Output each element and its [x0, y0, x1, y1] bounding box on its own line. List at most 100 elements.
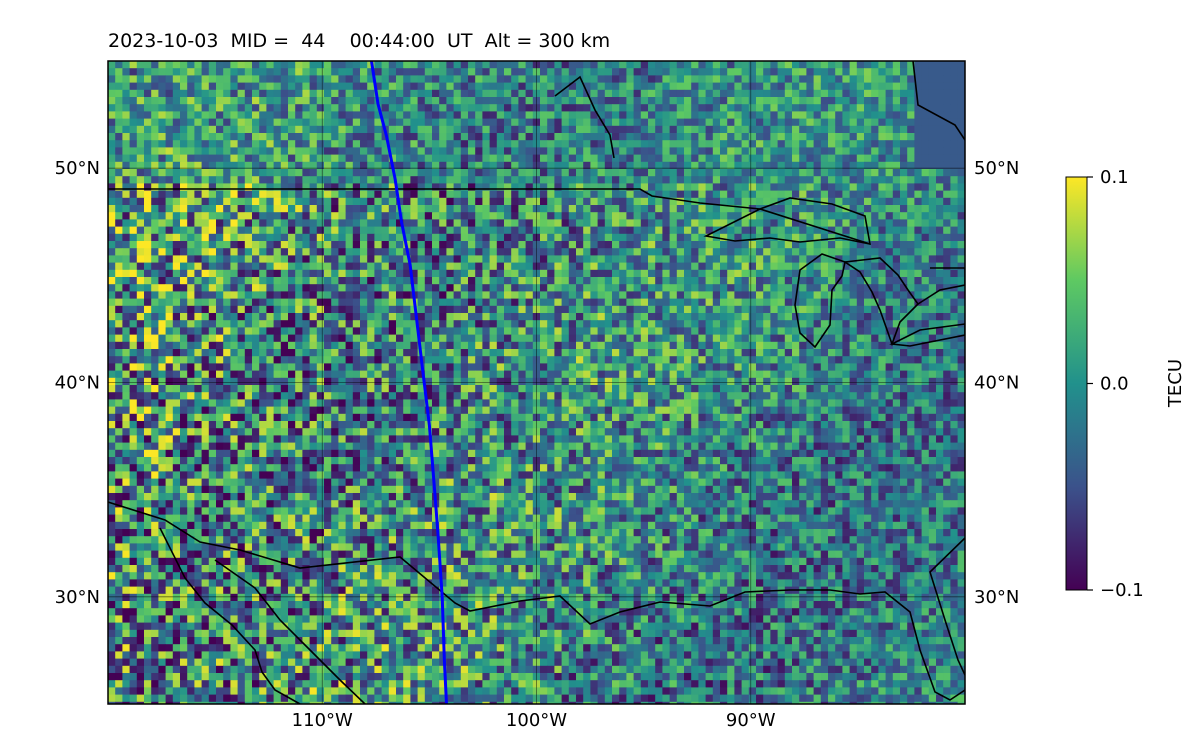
tec-cell: [216, 161, 224, 170]
tec-cell: [309, 320, 318, 328]
tec-cell: [180, 277, 188, 285]
tec-cell: [424, 291, 433, 299]
tec-cell: [734, 118, 742, 127]
tec-cell: [784, 197, 793, 206]
tec-cell: [849, 262, 858, 271]
tec-cell: [388, 104, 397, 112]
tec-cell: [504, 154, 512, 163]
tec-cell: [367, 320, 375, 328]
tec-cell: [669, 125, 678, 134]
tec-cell: [302, 277, 310, 285]
tec-cell: [367, 82, 375, 91]
tec-cell: [273, 125, 282, 134]
tec-cell: [756, 154, 764, 163]
tec-cell: [144, 262, 152, 271]
tec-cell: [900, 68, 908, 76]
tec-cell: [136, 118, 145, 127]
tec-cell: [792, 111, 800, 119]
tec-cell: [676, 277, 685, 285]
tec-cell: [309, 212, 318, 220]
tec-cell: [172, 349, 181, 357]
tec-cell: [640, 349, 649, 357]
tec-cell: [799, 262, 807, 271]
tec-cell: [525, 248, 534, 256]
tec-cell: [612, 327, 620, 335]
tec-cell: [676, 255, 685, 263]
tec-cell: [446, 233, 454, 242]
tec-cell: [756, 133, 764, 141]
tec-cell: [345, 262, 354, 271]
tec-cell: [367, 68, 375, 76]
tec-cell: [756, 226, 764, 235]
tec-cell: [324, 169, 332, 177]
tec-cell: [691, 341, 699, 350]
tec-cell: [165, 111, 174, 119]
tec-cell: [360, 125, 368, 134]
tec-cell: [748, 169, 757, 177]
tec-cell: [856, 305, 865, 314]
tec-cell: [381, 255, 390, 263]
tec-cell: [684, 269, 692, 278]
tec-cell: [547, 75, 555, 83]
tec-cell: [237, 75, 246, 83]
tec-cell: [460, 305, 469, 314]
tec-cell: [158, 219, 166, 227]
tec-cell: [842, 97, 850, 105]
tec-cell: [302, 334, 310, 343]
tec-cell: [705, 313, 714, 321]
tec-cell: [468, 111, 476, 119]
tec-cell: [252, 104, 260, 112]
tec-cell: [266, 284, 274, 292]
tec-cell: [640, 154, 649, 163]
tec-cell: [662, 219, 670, 227]
tec-cell: [604, 61, 613, 69]
tec-cell: [669, 154, 678, 163]
tec-cell: [288, 82, 296, 91]
tec-cell: [309, 97, 318, 105]
tec-cell: [237, 327, 246, 335]
tec-cell: [900, 97, 908, 105]
tec-cell: [504, 97, 512, 105]
tec-cell: [640, 313, 649, 321]
map-panel[interactable]: [107, 60, 972, 709]
tec-cell: [619, 248, 627, 256]
tec-cell: [734, 154, 742, 163]
tec-cell: [396, 298, 404, 307]
tec-cell: [468, 212, 476, 220]
tec-cell: [172, 140, 181, 148]
tec-cell: [511, 241, 519, 249]
tec-cell: [230, 104, 238, 112]
tec-cell: [828, 147, 836, 155]
tec-cell: [201, 111, 210, 119]
tec-cell: [187, 341, 195, 350]
tec-cell: [828, 327, 836, 335]
tec-cell: [820, 248, 829, 256]
tec-cell: [151, 133, 159, 141]
tec-cell: [590, 219, 598, 227]
tec-cell: [216, 183, 224, 191]
tec-cell: [417, 147, 426, 155]
tec-cell: [900, 305, 908, 314]
tec-cell: [547, 248, 555, 256]
tec-cell: [698, 97, 706, 105]
tec-cell: [208, 219, 217, 227]
tec-cell: [763, 241, 771, 249]
tec-cell: [280, 320, 289, 328]
tec-cell: [633, 226, 642, 235]
tec-cell: [367, 133, 375, 141]
tec-cell: [770, 349, 778, 357]
tec-cell: [734, 305, 742, 314]
tec-cell: [460, 219, 469, 227]
tec-cell: [590, 169, 598, 177]
tec-cell: [734, 212, 742, 220]
tec-cell: [187, 277, 195, 285]
tec-cell: [468, 341, 476, 350]
tec-cell: [475, 118, 483, 127]
tec-cell: [252, 97, 260, 105]
tec-cell: [511, 75, 519, 83]
tec-cell: [957, 133, 965, 141]
tec-cell: [129, 205, 138, 213]
tec-cell: [352, 97, 361, 105]
tec-cell: [136, 334, 145, 343]
tec-cell: [921, 248, 930, 256]
